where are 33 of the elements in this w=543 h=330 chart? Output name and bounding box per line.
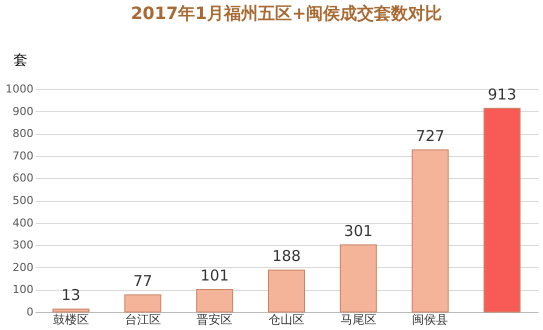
y-tick-label: 300 — [12, 238, 34, 252]
data-label: 77 — [133, 272, 152, 290]
y-tick-label: 700 — [12, 149, 34, 162]
y-tick-label: 1000 — [6, 82, 34, 96]
y-tick-label: 200 — [12, 260, 34, 274]
bar — [340, 244, 377, 312]
bar — [412, 149, 449, 312]
bar — [124, 294, 162, 312]
data-label: 727 — [416, 126, 445, 145]
y-tick-label: 900 — [12, 104, 34, 118]
y-tick-label: 500 — [12, 194, 34, 207]
x-tick-label: 晋安区 — [196, 312, 233, 326]
bar — [484, 108, 521, 312]
x-tick-label: 马尾区 — [340, 312, 376, 326]
y-axis-title: 套 — [14, 52, 28, 68]
x-tick-label: 闽侯县 — [412, 312, 448, 326]
data-label: 188 — [272, 247, 301, 266]
data-label: 913 — [488, 85, 516, 104]
data-label: 301 — [344, 222, 373, 240]
x-tick-label: 仓山区 — [268, 312, 304, 326]
bar — [196, 288, 234, 312]
bar — [52, 308, 90, 312]
chart-title: 2017年1月福州五区+闽侯成交套数对比 — [130, 4, 442, 24]
data-label: 101 — [200, 266, 229, 284]
bar — [268, 270, 305, 312]
data-label: 13 — [61, 286, 80, 304]
y-tick-label: 800 — [12, 127, 34, 140]
y-tick-label: 100 — [12, 283, 34, 296]
y-tick-label: 600 — [12, 172, 34, 185]
y-tick-label: 400 — [12, 216, 34, 230]
x-tick-label: 鼓楼区 — [52, 312, 89, 326]
y-tick-label: 0 — [26, 306, 34, 318]
x-tick-label: 台江区 — [124, 312, 161, 326]
